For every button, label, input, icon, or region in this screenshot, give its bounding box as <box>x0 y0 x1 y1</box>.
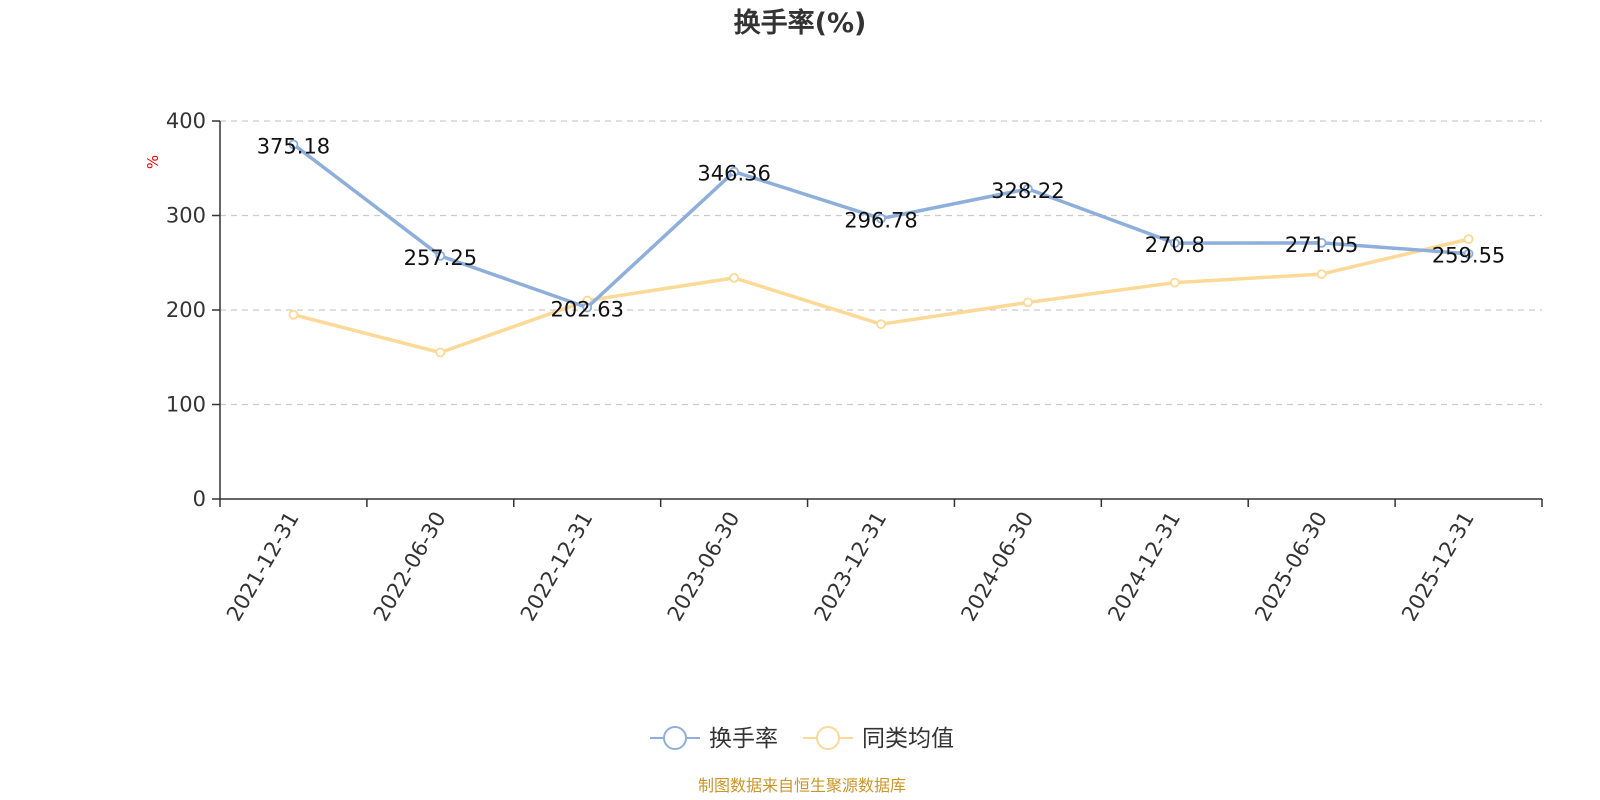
x-tick-label: 2023-12-31 <box>810 508 892 626</box>
data-point <box>582 302 593 313</box>
y-tick-label: 0 <box>193 487 206 511</box>
data-point <box>729 272 740 283</box>
data-point <box>1463 248 1474 259</box>
y-axis-unit: % <box>144 155 162 169</box>
data-label: 328.22 <box>991 179 1064 203</box>
data-label: 270.8 <box>1145 233 1205 257</box>
data-point <box>435 250 446 261</box>
chart-title: 换手率(%) <box>734 7 867 39</box>
y-tick-label: 400 <box>166 109 206 133</box>
data-point <box>1022 183 1033 194</box>
data-point <box>1463 234 1474 245</box>
data-point <box>288 139 299 150</box>
x-tick-label: 2024-12-31 <box>1103 508 1185 626</box>
data-label: 375.18 <box>257 134 330 158</box>
legend-label: 同类均值 <box>862 726 954 752</box>
data-point <box>1316 269 1327 279</box>
data-label: 271.05 <box>1285 233 1358 257</box>
y-tick-label: 300 <box>166 204 206 228</box>
y-tick-label: 100 <box>166 393 206 417</box>
y-tick-label: 200 <box>166 298 206 322</box>
legend: 换手率 同类均值 <box>650 726 954 752</box>
x-tick-label: 2022-06-30 <box>369 508 451 626</box>
x-tick-label: 2023-06-30 <box>663 508 745 626</box>
y-axis: 0 100 200 300 400 <box>166 109 221 511</box>
x-tick-label: 2022-12-31 <box>516 508 598 626</box>
legend-marker <box>816 726 840 750</box>
data-point <box>876 213 886 224</box>
data-point <box>1316 237 1327 248</box>
data-point <box>435 347 446 358</box>
x-tick-label: 2021-12-31 <box>222 508 304 626</box>
x-tick-label: 2025-06-30 <box>1250 508 1332 626</box>
x-axis: 2021-12-31 2022-06-30 2022-12-31 2023-06-30… <box>219 498 1543 626</box>
data-point <box>1022 297 1033 308</box>
x-tick-label: 2024-06-30 <box>956 508 1038 626</box>
data-point <box>729 166 740 177</box>
legend-label: 换手率 <box>709 726 778 752</box>
data-point <box>1169 277 1180 288</box>
data-labels: 375.18 257.25 202.63 346.36 296.78 328.22 270.… <box>257 134 1506 321</box>
data-point <box>1169 238 1180 248</box>
data-point <box>876 319 886 330</box>
data-label: 296.78 <box>844 209 917 233</box>
legend-marker <box>663 726 687 750</box>
data-label: 257.25 <box>404 246 477 270</box>
data-source-note: 制图数据来自恒生聚源数据库 <box>698 776 906 795</box>
series-layer <box>288 139 1474 358</box>
data-label: 202.63 <box>550 298 623 322</box>
data-label: 346.36 <box>697 162 770 186</box>
x-tick-label: 2025-12-31 <box>1397 508 1479 626</box>
data-point <box>288 309 299 320</box>
data-label: 259.55 <box>1432 244 1505 268</box>
